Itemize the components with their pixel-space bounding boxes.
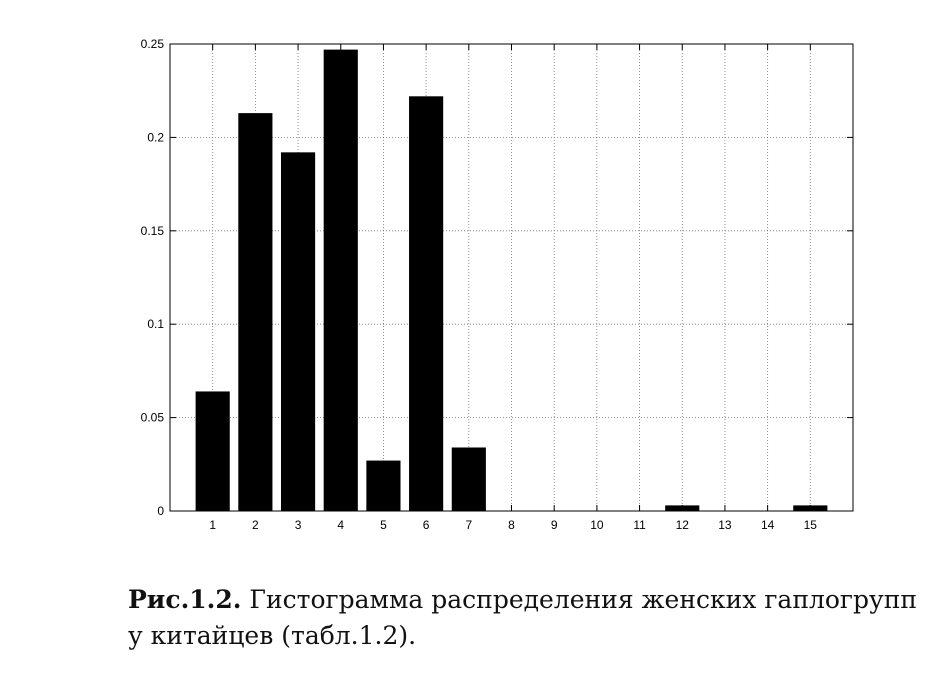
y-tick-label: 0.15 (141, 224, 165, 238)
x-tick-label: 13 (718, 518, 732, 532)
x-tick-label: 11 (633, 518, 646, 532)
caption-text: Гистограмма распределения женских гаплог… (128, 585, 918, 650)
bar-3 (280, 152, 316, 511)
y-tick-label: 0.2 (147, 130, 164, 144)
figure-caption: Рис.1.2. Гистограмма распределения женск… (128, 582, 928, 654)
x-tick-label: 4 (337, 518, 344, 532)
x-axis-ticks: 1 2 3 4 5 6 7 8 9 10 11 12 13 14 15 (209, 44, 817, 532)
y-axis-ticks: 0 0.05 0.1 0.15 0.2 0.25 (141, 37, 853, 518)
x-tick-label: 1 (209, 518, 216, 532)
y-tick-label: 0.1 (147, 317, 164, 331)
caption-label: Рис.1.2. (128, 585, 242, 614)
x-tick-label: 2 (252, 518, 259, 532)
bar-4 (323, 49, 358, 511)
y-tick-label: 0 (157, 504, 164, 518)
y-tick-label: 0.05 (141, 411, 165, 425)
bar-2 (238, 113, 273, 511)
x-tick-label: 14 (761, 518, 775, 532)
x-tick-label: 12 (676, 518, 690, 532)
x-tick-label: 6 (423, 518, 430, 532)
x-tick-label: 7 (465, 518, 472, 532)
bar-5 (366, 460, 401, 511)
bar-1 (195, 391, 230, 511)
x-tick-label: 5 (380, 518, 387, 532)
y-tick-label: 0.25 (141, 37, 165, 51)
bar-chart: 1 2 3 4 5 6 7 8 9 10 11 12 13 14 15 00.050.10.150.20.2… (141, 37, 854, 532)
x-tick-label: 15 (804, 518, 818, 532)
bars-group (195, 49, 828, 511)
x-tick-label: 8 (508, 518, 515, 532)
bar-6 (409, 96, 444, 511)
x-tick-label: 10 (590, 518, 604, 532)
x-tick-label: 9 (551, 518, 558, 532)
x-tick-label: 3 (295, 518, 302, 532)
bar-7 (451, 447, 486, 511)
